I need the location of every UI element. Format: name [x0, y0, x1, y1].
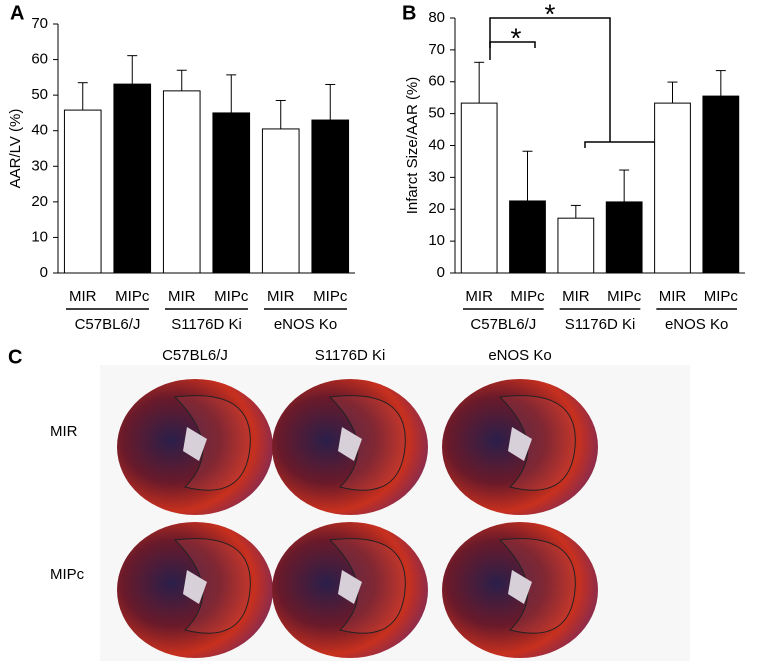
y-tick-label: 70 — [428, 41, 445, 58]
column-label: eNOS Ko — [488, 347, 551, 364]
group-label: C57BL6/J — [75, 316, 141, 333]
bracket — [584, 141, 656, 148]
annotation: * — [511, 22, 522, 53]
y-tick-label: 0 — [40, 264, 48, 281]
x-tick-label: MIPc — [510, 288, 545, 305]
x-tick-label: MIR — [465, 288, 493, 305]
y-tick-label: 60 — [428, 73, 445, 90]
row-label: MIPc — [50, 566, 85, 583]
bracket — [489, 17, 611, 142]
group-label: C57BL6/J — [470, 316, 536, 333]
bar — [702, 95, 740, 274]
y-tick-label: 30 — [31, 157, 48, 174]
x-tick-label: MIPc — [704, 288, 739, 305]
bar — [509, 200, 546, 274]
x-tick-label: MIPc — [607, 288, 642, 305]
panel-label: A — [10, 2, 24, 24]
x-tick-label: MIR — [168, 288, 196, 305]
x-tick-label: MIPc — [214, 288, 249, 305]
bar — [212, 112, 251, 274]
bar — [605, 201, 643, 274]
panel-label: B — [402, 2, 416, 24]
y-tick-label: 10 — [31, 228, 48, 245]
x-tick-label: MIR — [659, 288, 687, 305]
y-tick-label: 80 — [428, 9, 445, 26]
bar — [654, 102, 691, 274]
column-label: S1176D Ki — [315, 347, 386, 364]
y-tick-label: 20 — [31, 193, 48, 210]
y-axis-title: Infarct Size/AAR (%) — [404, 77, 421, 215]
y-tick-label: 40 — [31, 122, 48, 139]
lumen — [508, 427, 532, 461]
column-label: C57BL6/J — [162, 347, 228, 364]
group-label: S1176D Ki — [171, 316, 242, 333]
bar — [113, 83, 152, 274]
annotation: * — [545, 0, 556, 29]
lumen — [508, 570, 532, 604]
x-tick-label: MIR — [562, 288, 590, 305]
bar — [311, 119, 350, 274]
bar — [460, 102, 498, 274]
group-label: S1176D Ki — [565, 316, 636, 333]
y-tick-label: 60 — [31, 51, 48, 68]
y-tick-label: 50 — [428, 105, 445, 122]
y-axis-title: AAR/LV (%) — [7, 109, 24, 189]
row-label: MIR — [50, 423, 78, 440]
y-tick-label: 40 — [428, 136, 445, 153]
lumen — [338, 570, 362, 604]
bar — [63, 109, 102, 274]
lumen — [183, 427, 207, 461]
x-tick-label: MIPc — [313, 288, 348, 305]
y-tick-label: 50 — [31, 86, 48, 103]
bar — [557, 217, 595, 274]
group-label: eNOS Ko — [665, 316, 728, 333]
y-tick-label: 10 — [428, 232, 445, 249]
lumen — [338, 427, 362, 461]
x-tick-label: MIR — [69, 288, 97, 305]
y-tick-label: 70 — [31, 15, 48, 32]
x-tick-label: MIPc — [115, 288, 150, 305]
group-label: eNOS Ko — [274, 316, 337, 333]
y-tick-label: 30 — [428, 168, 445, 185]
bar — [162, 90, 201, 274]
panel-label: C — [8, 346, 22, 368]
y-tick-label: 20 — [428, 200, 445, 217]
bar — [261, 128, 300, 274]
x-tick-label: MIR — [267, 288, 295, 305]
y-tick-label: 0 — [437, 264, 445, 281]
lumen — [183, 570, 207, 604]
